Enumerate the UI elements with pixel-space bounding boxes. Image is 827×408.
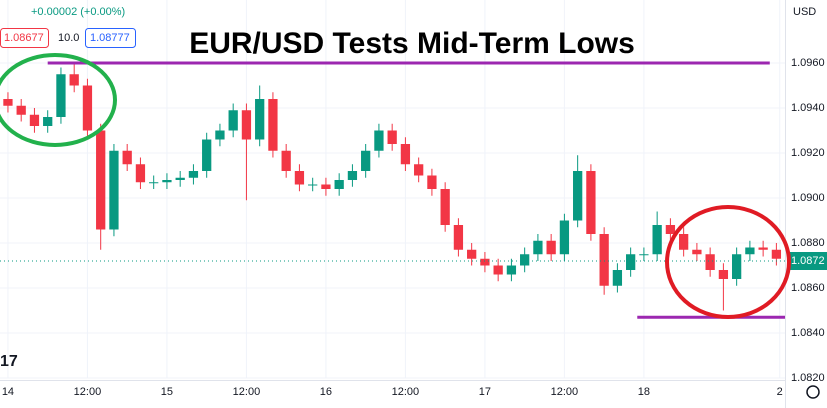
candle-body [135,164,146,183]
candle-body [520,254,530,266]
y-tick-label: 1.0940 [791,102,825,114]
candle-body [215,130,225,140]
last-price-box [787,252,827,270]
candle-body [3,99,13,106]
candle-body [69,74,79,86]
candle-body [586,171,596,234]
y-tick-label: 1.0880 [791,237,825,249]
x-tick-label: 15 [161,386,173,398]
candle-body [679,234,689,250]
y-tick-label: 1.0860 [791,282,825,294]
price-change: +0.00002 (+0.00%) [31,6,125,18]
candle-body [480,258,490,266]
x-tick-label: 12:00 [233,386,261,398]
x-tick-label: 12:00 [551,386,579,398]
x-tick-label: 14 [2,386,14,398]
candle-body [82,85,93,131]
highlight-circle [665,205,791,319]
candle-body [546,240,556,255]
candle-body [453,225,464,250]
candle-body [16,105,26,115]
candle-body [414,164,424,176]
candle-body [665,225,676,234]
y-tick-label: 1.0900 [791,192,825,204]
y-tick-label: 1.0820 [791,372,825,384]
y-tick-label: 1.0960 [791,57,825,69]
currency: USD [793,6,816,18]
candle-body [361,150,371,171]
candle-body [334,180,344,189]
candle-body [533,240,543,255]
candle-body [771,249,782,259]
candle-body [188,171,199,178]
candle-body [56,74,66,117]
candle-body [149,182,159,184]
candle-body [626,254,636,270]
candle-body [268,99,278,151]
candle-body [506,265,517,275]
candle-body [692,249,702,255]
candle-body [29,114,40,126]
candle-body [96,130,106,230]
candle-body [718,270,729,279]
candle-body [652,225,662,255]
settings-icon[interactable] [806,385,820,399]
x-tick-label: 2 [777,386,783,398]
candle-body [122,150,132,165]
last-price-label: 1.0872 [791,255,825,267]
candle-body [745,247,755,255]
candle-body [374,130,384,151]
candle-body [440,189,450,225]
candle-body [202,139,212,171]
y-tick-label: 1.0920 [791,147,825,159]
candle-body [758,247,768,250]
candle-body [228,110,238,131]
candle-body [175,177,185,180]
candle-body [427,175,437,189]
x-tick-label: 17 [479,386,491,398]
candle-body [400,144,411,165]
candle-body [281,150,291,171]
order-size: 10.0 [58,32,79,44]
candle-body [732,254,742,279]
x-tick-label: 12:00 [392,386,420,398]
candle-body [639,254,649,256]
candle-body [255,99,265,140]
candle-body [559,220,570,255]
candle-body [162,180,172,183]
axes: 1.0820 1.0840 1.0860 1.0880 1.0900 1.0920 1.09… [2,57,827,398]
y-tick-label: 1.0840 [791,327,825,339]
ask-price: 1.08777 [90,32,130,44]
candle-body [43,117,53,126]
bid-price: 1.08677 [4,32,44,44]
chart-title: EUR/USD Tests Mid-Term Lows [189,27,635,60]
candle-body [387,130,397,144]
candle-body [308,184,318,186]
candle-body [241,110,252,140]
candle-body [347,171,358,180]
ask-box[interactable] [85,28,136,48]
plot-area [0,61,785,319]
logo: 17 [0,353,18,370]
x-tick-label: 18 [638,386,650,398]
candle-body [705,254,715,270]
candle-body [493,265,503,275]
candle-body [599,234,609,286]
highlight-circle [0,53,117,147]
candle-body [321,184,331,189]
candle-body [612,270,623,286]
bid-box[interactable] [0,28,49,48]
candle-body [467,249,477,259]
candle-body [294,171,305,185]
candle-body [573,171,583,221]
candle-body [109,150,119,230]
x-tick-label: 12:00 [74,386,102,398]
x-tick-label: 16 [320,386,332,398]
